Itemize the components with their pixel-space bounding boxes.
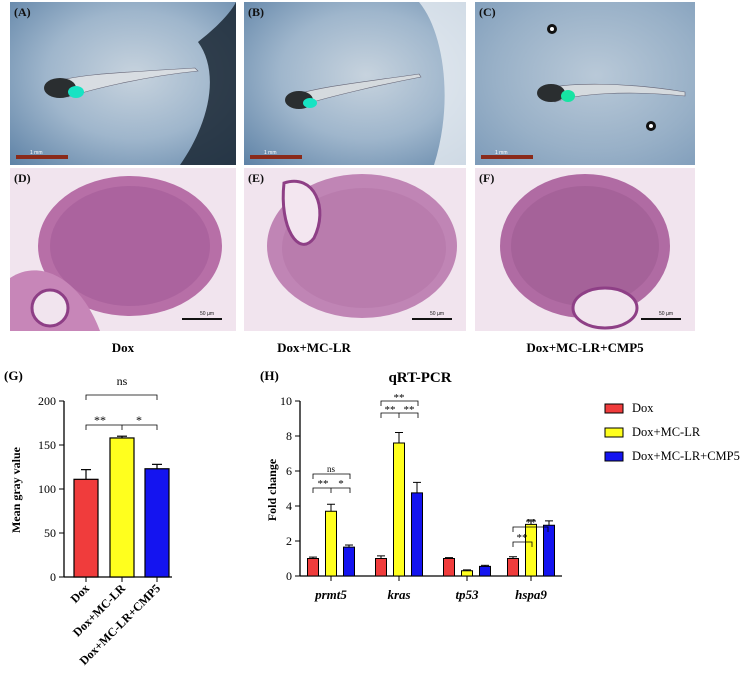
chart-g: (G) Mean gray value 0 50 100 150 200 ns ** *… [4, 368, 172, 668]
chart-g-bar [144, 468, 170, 578]
panel-label-c: (C) [479, 5, 496, 19]
legend-label: Dox+MC-LR [632, 425, 701, 439]
panel-label-b: (B) [248, 5, 264, 19]
chart-h-y-tick-label: 10 [280, 394, 292, 408]
legend-label: Dox [632, 401, 654, 415]
larva-drawing [537, 24, 686, 131]
caption-dox-mclr: Dox+MC-LR [277, 340, 351, 355]
scale-bar [182, 318, 222, 320]
kras-annotation-1: ** [385, 404, 396, 416]
chart-h-bar [507, 558, 519, 577]
panel-label-a: (A) [14, 5, 31, 19]
chart-h-y-axis-label: Fold change [265, 458, 279, 521]
kras-bracket-top [380, 400, 419, 406]
chart-g-annotation-ns: ns [117, 374, 128, 388]
larva-drawing [285, 2, 466, 165]
scale-bar [412, 318, 452, 320]
chart-g-bar [73, 478, 99, 578]
scale-bar [641, 318, 681, 320]
scale-bar [481, 155, 533, 159]
scale-bar-label: 1 mm [495, 150, 508, 156]
kras-annotation-2: ** [404, 404, 415, 416]
chart-h-y-tick-label: 8 [286, 429, 292, 443]
legend-swatch [604, 403, 624, 414]
chart-h-bar [393, 442, 405, 577]
chart-h-y-tick-label: 2 [286, 534, 292, 548]
chart-h-title: qRT-PCR [388, 370, 451, 386]
chart-g-panel-label: (G) [4, 368, 23, 383]
chart-h-x-tick-label: tp53 [455, 587, 479, 602]
chart-h-bar [479, 565, 491, 577]
panel-c-larva-image: (C) 1 mm [475, 2, 695, 165]
scale-bar-label: 1 mm [30, 150, 43, 156]
chart-h-bar [411, 492, 423, 577]
tissue-drawing [267, 174, 457, 318]
chart-g-x-tick-label: Dox [68, 581, 93, 606]
panel-e-histology-image: (E) 50 µm [244, 168, 466, 331]
chart-h-bar [307, 558, 319, 577]
chart-g-bracket [85, 424, 158, 430]
panel-label-d: (D) [14, 171, 31, 185]
scale-bar-label: 50 µm [430, 311, 444, 317]
kras-annotation-top: ** [394, 392, 405, 404]
chart-g-bar [109, 437, 135, 578]
chart-h: (H) qRT-PCR Fold change 0 2 4 6 8 10 prmt5 kra… [260, 368, 740, 602]
chart-h-bar [543, 524, 555, 577]
chart-g-y-axis-label: Mean gray value [9, 446, 23, 533]
chart-h-x-tick-label: hspa9 [515, 587, 547, 602]
hspa9-bracket [512, 541, 533, 547]
chart-h-bar [443, 558, 455, 577]
prmt5-annotation-ns: ns [327, 464, 336, 474]
caption-dox-mclr-cmp5: Dox+MC-LR+CMP5 [526, 340, 644, 355]
chart-g-bracket-ns [85, 394, 158, 400]
legend-swatch [604, 451, 624, 462]
scale-bar-label: 50 µm [659, 311, 673, 317]
chart-h-x-tick-label: kras [387, 587, 410, 602]
chart-g-y-tick-label: 0 [50, 570, 56, 584]
prmt5-annotation-1: ** [318, 478, 329, 490]
chart-g-y-tick-label: 100 [38, 482, 56, 496]
scale-bar [250, 155, 302, 159]
prmt5-bracket [312, 487, 351, 493]
panel-label-f: (F) [479, 171, 495, 185]
hspa9-annotation-top: ** [526, 517, 537, 529]
panel-f-histology-image: (F) 50 µm [475, 168, 695, 331]
tissue-drawing [500, 174, 670, 330]
chart-h-bar [375, 558, 387, 577]
chart-g-y-tick-label: 50 [44, 526, 56, 540]
legend-swatch [604, 427, 624, 438]
panel-label-e: (E) [248, 171, 264, 185]
chart-h-bar [461, 570, 473, 577]
hspa9-bracket-top [512, 526, 549, 532]
chart-h-y-tick-label: 6 [286, 464, 292, 478]
chart-g-y-tick-label: 200 [38, 394, 56, 408]
panel-b-larva-image: (B) 1 mm [244, 2, 466, 165]
chart-h-bar [325, 510, 337, 577]
chart-h-bar [343, 546, 355, 577]
legend-label: Dox+MC-LR+CMP5 [632, 449, 740, 463]
chart-h-y-tick-label: 4 [286, 499, 292, 513]
tissue-drawing [10, 176, 222, 331]
chart-h-panel-label: (H) [260, 368, 279, 383]
scale-bar-label: 50 µm [200, 311, 214, 317]
chart-h-y-tick-label: 0 [286, 569, 292, 583]
panel-d-histology-image: (D) 50 µm [10, 168, 236, 331]
scale-bar-label: 1 mm [264, 150, 277, 156]
prmt5-bracket-ns [312, 473, 351, 479]
larva-drawing [44, 2, 236, 165]
hspa9-annotation-1: ** [517, 532, 528, 544]
chart-g-annotation-1: ** [94, 413, 106, 427]
chart-g-y-tick-label: 150 [38, 438, 56, 452]
caption-dox: Dox [111, 340, 135, 355]
chart-h-x-tick-label: prmt5 [314, 587, 347, 602]
chart-g-annotation-2: * [136, 413, 142, 427]
kras-bracket [380, 412, 419, 418]
chart-h-legend: Dox Dox+MC-LR Dox+MC-LR+CMP5 [604, 401, 740, 463]
prmt5-annotation-2: * [338, 478, 344, 490]
panel-a-larva-image: (A) 1 mm [10, 2, 236, 165]
scale-bar [16, 155, 68, 159]
